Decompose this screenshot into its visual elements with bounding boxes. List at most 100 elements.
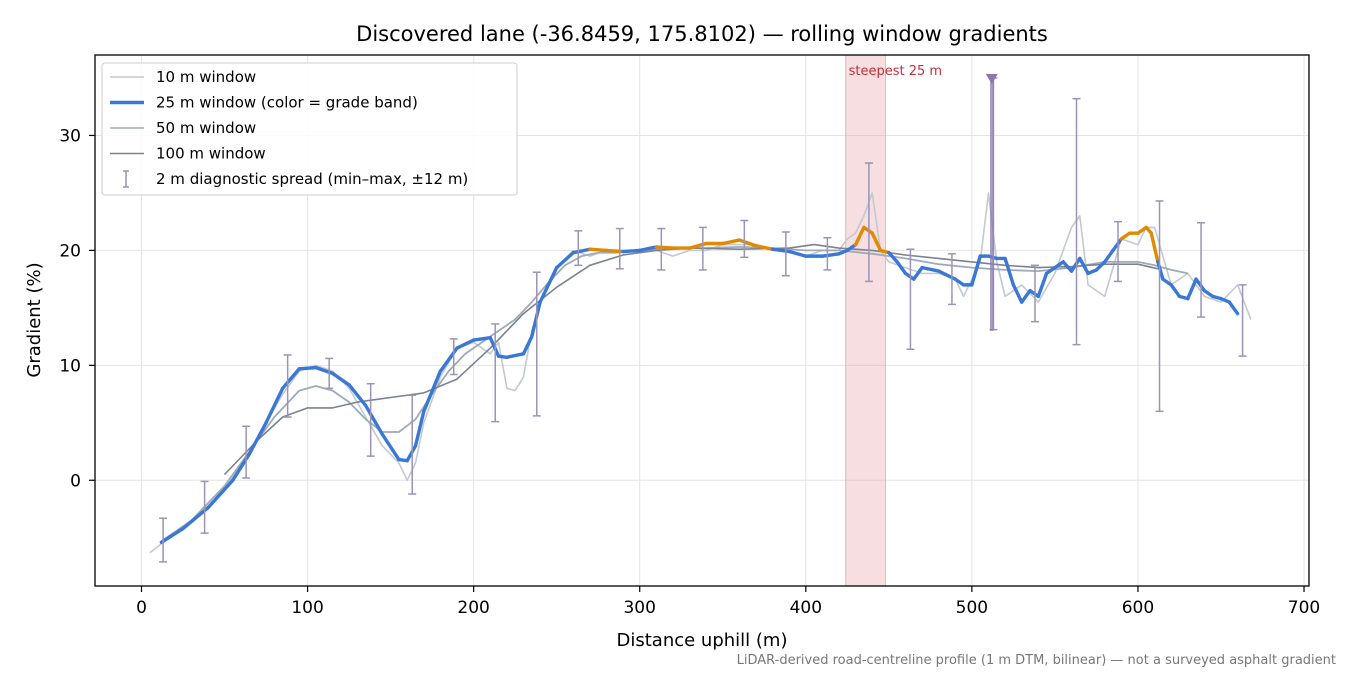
series-25m-segment <box>471 336 492 342</box>
spread-errorbar <box>1197 222 1206 318</box>
series-25m-segment <box>870 231 883 253</box>
series-25m-segment <box>1036 271 1049 299</box>
series-25m-segment <box>754 244 775 251</box>
series-25m-segment <box>521 334 534 356</box>
series-25m-segment <box>1061 260 1074 273</box>
series-50m-line <box>160 245 1188 542</box>
series-25m-segment <box>330 371 351 387</box>
series-25m-segment <box>422 369 443 413</box>
series-25m-segment <box>1194 277 1207 293</box>
spread-errorbar <box>200 480 209 534</box>
series-25m-segment <box>1003 256 1016 287</box>
series-25m-segment <box>405 444 418 463</box>
legend-box <box>101 62 518 196</box>
legend-label: 50 m window <box>156 119 256 137</box>
spread-errorbar <box>864 162 873 283</box>
legend-label: 100 m window <box>156 145 266 163</box>
series-25m-segment <box>206 478 235 510</box>
spread-errorbar <box>1072 97 1081 346</box>
series-25m-segment <box>912 265 924 281</box>
x-tick-label: 0 <box>136 598 147 618</box>
series-25m-segment <box>604 248 625 254</box>
series-25m-segment <box>364 403 385 436</box>
spread-errorbar <box>740 219 749 259</box>
x-axis-label: Distance uphill (m) <box>617 630 788 651</box>
y-tick-label: 0 <box>70 471 81 491</box>
series-25m-segment <box>505 352 526 359</box>
legend-item-w50: 50 m window <box>110 119 256 137</box>
spread-errorbar <box>449 338 458 376</box>
series-25m-segment <box>1186 277 1198 301</box>
x-tick-label: 500 <box>956 598 988 618</box>
y-axis-label: Gradient (%) <box>24 262 45 377</box>
series-25m-segment <box>1156 260 1165 281</box>
series-25m-segment <box>455 338 476 350</box>
spread-errorbar <box>532 271 541 417</box>
legend-item-w100: 100 m window <box>110 145 266 163</box>
spread-errorbar <box>947 253 956 306</box>
series-25m-segment <box>181 506 210 531</box>
series-25m-segment <box>721 238 742 246</box>
y-tick-label: 20 <box>59 241 81 261</box>
series-25m-segment <box>1227 300 1240 316</box>
series-25m-segment <box>530 300 542 339</box>
marker-triangle <box>985 73 998 84</box>
spread-errorbar <box>325 357 334 390</box>
x-tick-label: 400 <box>790 598 822 618</box>
spread-errorbar <box>159 517 168 563</box>
series-25m-segment <box>621 248 642 254</box>
legend: 10 m window 25 m window (color = grade ba… <box>101 62 518 196</box>
series-25m-segment <box>970 254 982 287</box>
series-25m-segment <box>1111 237 1124 253</box>
legend-item-spread: 2 m diagnostic spread (min–max, ±12 m) <box>123 170 468 188</box>
spread-errorbar <box>1030 264 1039 323</box>
spread-errorbar <box>242 425 251 479</box>
legend-label: 25 m window (color = grade band) <box>156 94 418 112</box>
series-25m-segment <box>247 421 268 456</box>
spread-errorbar <box>283 354 292 418</box>
spread-errorbar <box>1238 284 1247 357</box>
series-25m-segment <box>737 238 758 248</box>
spread-errorbar <box>698 226 707 271</box>
x-tick-label: 600 <box>1122 598 1154 618</box>
x-tick-label: 200 <box>457 598 489 618</box>
series-layer <box>149 192 1252 554</box>
y-tick-label: 10 <box>59 356 81 376</box>
series-25m-segment <box>853 225 866 247</box>
spread-errorbar <box>574 230 583 267</box>
series-25m-segment <box>280 367 301 391</box>
y-ticks: 0 10 20 30 <box>59 126 95 491</box>
marker-layer <box>985 73 998 331</box>
series-25m-segment <box>1094 260 1107 272</box>
series-25m-segment <box>571 247 592 255</box>
series-25m-segment <box>920 265 941 273</box>
series-25m-segment <box>588 247 609 253</box>
series-25m-segment <box>1149 231 1160 264</box>
steepest-label: steepest 25 m <box>849 64 942 79</box>
spread-errorbar <box>1155 200 1164 413</box>
spread-errorbar <box>823 236 832 271</box>
series-25m-segment <box>820 252 841 258</box>
legend-label: 10 m window <box>156 68 256 86</box>
x-tick-label: 700 <box>1288 598 1320 618</box>
series-25m-segment <box>347 383 368 408</box>
x-tick-label: 100 <box>291 598 323 618</box>
series-25m-segment <box>538 265 559 304</box>
legend-item-w10: 10 m window <box>110 68 256 86</box>
spread-errorbar <box>408 394 417 495</box>
legend-label: 2 m diagnostic spread (min–max, ±12 m) <box>156 170 468 188</box>
series-25m-segment <box>1069 256 1082 273</box>
series-25m-segment <box>1078 256 1090 276</box>
series-25m-segment <box>554 250 575 270</box>
series-25m-segment <box>159 526 185 545</box>
series-25m-segment <box>1011 283 1024 304</box>
series-25m-segment <box>638 245 659 253</box>
series-25m-segment <box>297 365 318 371</box>
series-25m-segment <box>787 249 808 258</box>
spread-errorbar <box>906 248 915 350</box>
spread-errorbar <box>1114 220 1123 283</box>
spread-errorbar <box>366 382 375 457</box>
series-25m-segment <box>413 409 426 448</box>
series-25m-segment <box>1019 288 1032 304</box>
